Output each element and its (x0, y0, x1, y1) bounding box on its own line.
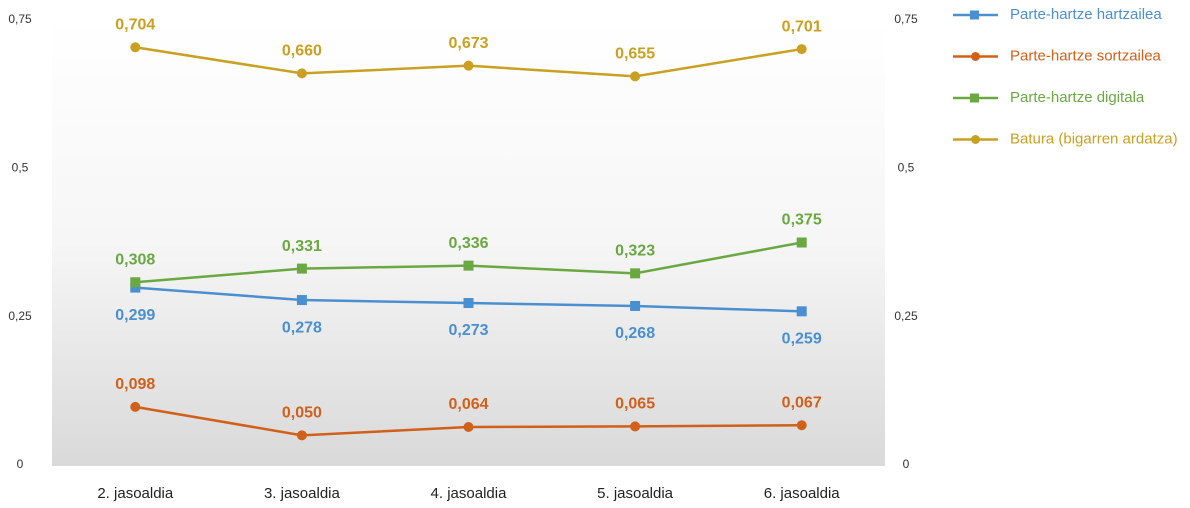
data-label: 0,268 (615, 325, 655, 342)
data-point (130, 401, 141, 412)
data-label: 0,065 (615, 396, 655, 413)
legend-label: Parte-hartze digitala (1010, 89, 1145, 106)
y2-tick-label: 0,75 (894, 12, 918, 26)
data-label: 0,660 (282, 43, 322, 60)
y-tick-label: 0 (17, 457, 24, 471)
y2-tick-label: 0 (903, 457, 910, 471)
data-point (630, 300, 641, 311)
legend-marker (971, 135, 980, 144)
data-label: 0,064 (448, 396, 488, 413)
y-tick-label: 0,5 (12, 161, 29, 175)
data-point (296, 68, 307, 79)
data-label: 0,701 (782, 18, 822, 35)
x-tick-label: 5. jasoaldia (597, 485, 674, 502)
data-point (630, 268, 641, 279)
data-point (130, 277, 141, 288)
data-label: 0,299 (115, 307, 155, 324)
data-point (296, 263, 307, 274)
y2-tick-label: 0,5 (898, 161, 915, 175)
data-point (630, 71, 641, 82)
y-tick-label: 0,25 (8, 309, 32, 323)
data-label: 0,273 (448, 322, 488, 339)
data-point (130, 282, 141, 293)
legend-label: Parte-hartze hartzailea (1010, 6, 1162, 23)
data-point (796, 420, 807, 431)
data-label: 0,323 (615, 243, 655, 260)
data-label: 0,098 (115, 376, 155, 393)
data-label: 0,050 (282, 405, 322, 422)
data-point (796, 306, 807, 317)
data-point (630, 421, 641, 432)
data-point (130, 42, 141, 53)
x-tick-label: 2. jasoaldia (97, 485, 174, 502)
data-label: 0,308 (115, 251, 155, 268)
data-label: 0,673 (448, 35, 488, 52)
legend-label: Batura (bigarren ardatza) (1010, 130, 1178, 147)
data-label: 0,704 (115, 17, 155, 34)
data-label: 0,067 (782, 394, 822, 411)
data-label: 0,336 (448, 235, 488, 252)
x-tick-label: 4. jasoaldia (431, 485, 508, 502)
legend-marker (970, 10, 979, 20)
data-label: 0,278 (282, 319, 322, 336)
x-tick-label: 3. jasoaldia (264, 485, 341, 502)
data-point (296, 430, 307, 441)
data-label: 0,331 (282, 238, 322, 255)
legend-marker (970, 93, 979, 103)
data-point (296, 295, 307, 306)
plot-area (52, 18, 885, 466)
data-point (463, 422, 474, 433)
y2-tick-label: 0,25 (894, 309, 918, 323)
data-point (796, 44, 807, 55)
y-tick-label: 0,75 (8, 12, 32, 26)
data-point (463, 260, 474, 271)
data-point (463, 60, 474, 71)
data-label: 0,375 (782, 212, 822, 229)
legend-label: Parte-hartze sortzailea (1010, 47, 1162, 64)
legend-marker (971, 52, 980, 61)
data-label: 0,259 (782, 331, 822, 348)
data-label: 0,655 (615, 46, 655, 63)
data-point (463, 298, 474, 309)
data-point (796, 237, 807, 248)
x-tick-label: 6. jasoaldia (764, 485, 841, 502)
